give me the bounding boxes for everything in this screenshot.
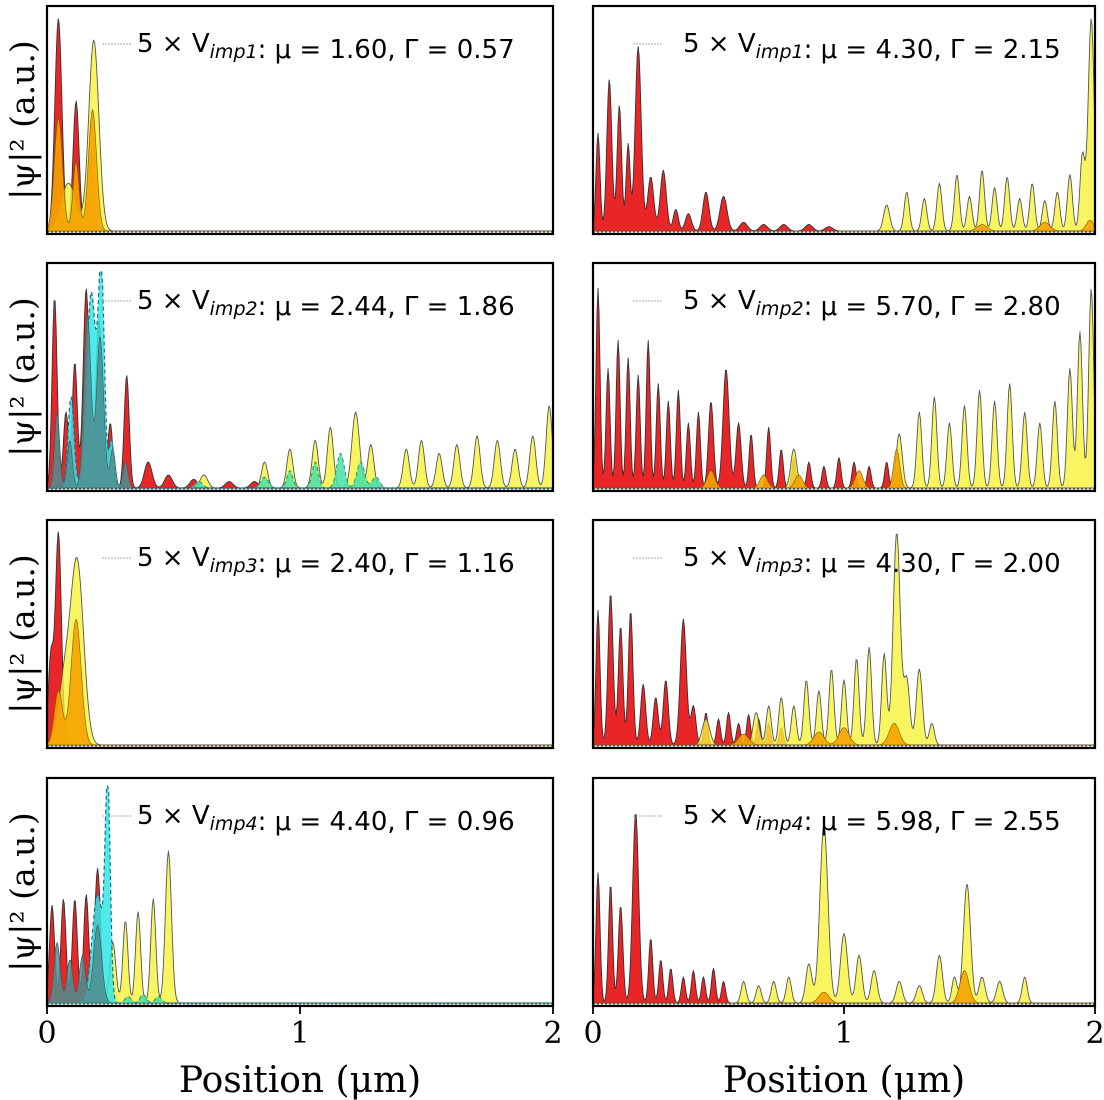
- y-axis-label: |ψ|² (a.u.): [3, 40, 42, 200]
- plot-area: [47, 785, 553, 1005]
- legend-label: 5 × Vimp1: μ = 1.60, Γ = 0.57: [137, 29, 515, 65]
- y-axis-labels: |ψ|² (a.u.) |ψ|² (a.u.) |ψ|² (a.u.) |ψ|² (a…: [3, 40, 42, 972]
- x-tick-label: 2: [1085, 1016, 1104, 1051]
- legend-label: 5 × Vimp2: μ = 5.70, Γ = 2.80: [683, 286, 1061, 322]
- panel-l2: 5 × Vimp2: μ = 2.44, Γ = 1.86: [45, 261, 555, 493]
- panel-l1: 5 × Vimp1: μ = 1.60, Γ = 0.57: [45, 4, 555, 236]
- legend-label: 5 × Vimp4: μ = 5.98, Γ = 2.55: [683, 801, 1061, 837]
- plot-area: [593, 18, 1095, 233]
- panel-frame: [45, 518, 555, 750]
- panel-frame: [45, 4, 555, 236]
- legend-label: 5 × Vimp3: μ = 2.40, Γ = 1.16: [137, 543, 515, 579]
- series-orange-area: [47, 618, 553, 746]
- plot-area: [47, 531, 553, 747]
- x-tick-label: 0: [37, 1016, 56, 1051]
- panel-r2: 5 × Vimp2: μ = 5.70, Γ = 2.80: [591, 261, 1097, 493]
- x-tick-label: 2: [543, 1016, 562, 1051]
- plot-area: [593, 287, 1095, 490]
- legend-label: 5 × Vimp1: μ = 4.30, Γ = 2.15: [683, 29, 1061, 65]
- series-yellow-area: [47, 850, 553, 1004]
- legend-label: 5 × Vimp3: μ = 4.30, Γ = 2.00: [683, 543, 1061, 579]
- panel-r3: 5 × Vimp3: μ = 4.30, Γ = 2.00: [591, 518, 1097, 750]
- x-tick-label: 1: [834, 1016, 853, 1051]
- x-axis-right: 0 1 2 Position (μm): [583, 1006, 1104, 1100]
- x-tick-label: 0: [583, 1016, 602, 1051]
- panel-l3: 5 × Vimp3: μ = 2.40, Γ = 1.16: [45, 518, 555, 750]
- y-axis-label: |ψ|² (a.u.): [3, 554, 42, 714]
- x-axis-title: Position (μm): [723, 1060, 965, 1100]
- series-orange-area: [47, 109, 553, 232]
- series-orange-area: [593, 449, 1095, 489]
- plot-area: [593, 533, 1095, 747]
- series-yellow-area: [593, 824, 1095, 1004]
- legend-label: 5 × Vimp2: μ = 2.44, Γ = 1.86: [137, 286, 515, 322]
- series-orange-area: [593, 970, 1095, 1004]
- panel-frame: [591, 518, 1097, 750]
- plot-area: [47, 18, 553, 233]
- x-axis-title: Position (μm): [179, 1060, 421, 1100]
- panel-r4: 5 × Vimp4: μ = 5.98, Γ = 2.55: [591, 776, 1097, 1008]
- series-yellow-area: [47, 556, 553, 746]
- panel-r1: 5 × Vimp1: μ = 4.30, Γ = 2.15: [591, 4, 1097, 236]
- plot-area: [47, 270, 553, 490]
- plot-area: [593, 814, 1095, 1005]
- x-axis-left: 0 1 2 Position (μm): [37, 1006, 563, 1100]
- legend-label: 5 × Vimp4: μ = 4.40, Γ = 0.96: [137, 801, 515, 837]
- series-teal-area: [47, 313, 553, 489]
- series-orange-area: [593, 723, 1095, 746]
- y-axis-label: |ψ|² (a.u.): [3, 297, 42, 457]
- panels-layer: 5 × Vimp1: μ = 1.60, Γ = 0.57 5 × Vimp1: …: [45, 4, 1097, 1008]
- y-axis-label: |ψ|² (a.u.): [3, 812, 42, 972]
- series-orange-area: [593, 219, 1095, 232]
- panel-frame: [591, 261, 1097, 493]
- panel-frame: [591, 4, 1097, 236]
- x-axes: 0 1 2 Position (μm) 0 1 2 Position (μm): [37, 1006, 1104, 1100]
- panel-l4: 5 × Vimp4: μ = 4.40, Γ = 0.96: [45, 776, 555, 1008]
- panel-frame: [45, 261, 555, 493]
- x-tick-label: 1: [290, 1016, 309, 1051]
- series-yellow-area: [47, 39, 553, 232]
